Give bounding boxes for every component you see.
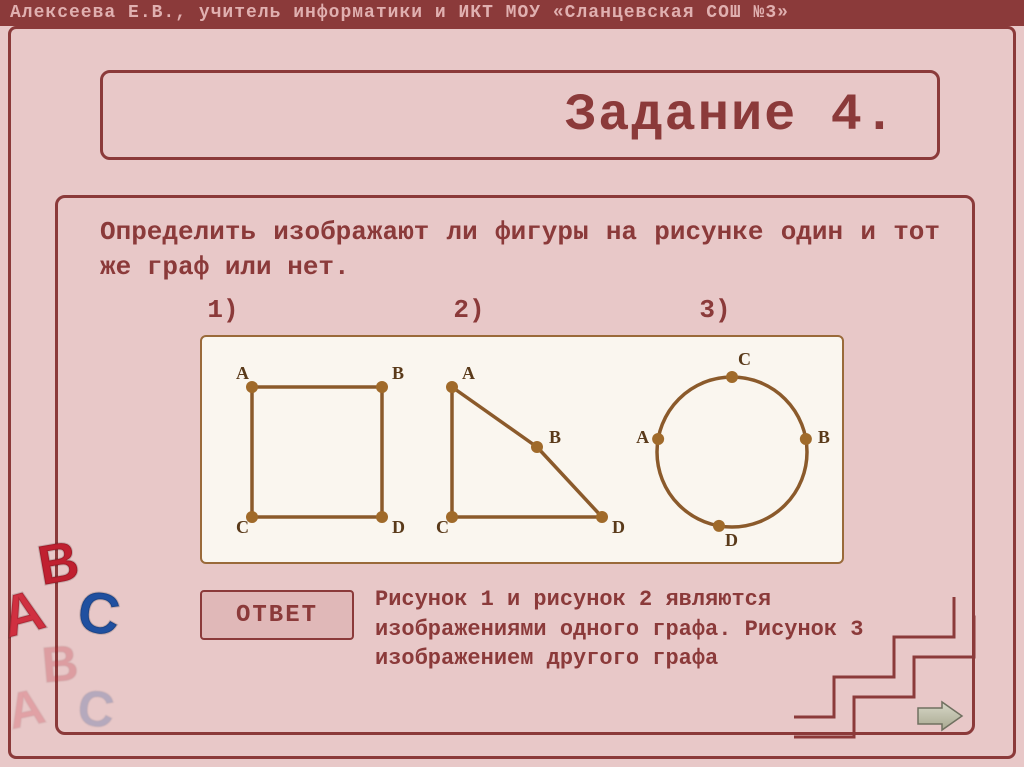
- svg-text:D: D: [725, 530, 738, 550]
- figure-label-3: 3): [592, 295, 838, 325]
- steps-decoration: [794, 597, 994, 747]
- svg-text:A: A: [462, 363, 475, 383]
- svg-text:B: B: [818, 427, 830, 447]
- svg-text:D: D: [612, 517, 625, 537]
- svg-text:C: C: [738, 349, 751, 369]
- next-arrow-button[interactable]: [916, 700, 964, 732]
- figure-label-2: 2): [346, 295, 592, 325]
- task-title: Задание 4.: [565, 86, 897, 145]
- answer-button[interactable]: ОТВЕТ: [200, 590, 354, 640]
- svg-text:B: B: [549, 427, 561, 447]
- svg-text:A: A: [636, 427, 649, 447]
- svg-text:C: C: [436, 517, 449, 537]
- answer-button-label: ОТВЕТ: [236, 602, 318, 629]
- figure-label-1: 1): [100, 295, 346, 325]
- figure-labels-row: 1) 2) 3): [100, 295, 840, 325]
- graph-diagram: A B C D A B C D C B D A: [200, 335, 844, 564]
- header-bar: Алексеева Е.В., учитель информатики и ИК…: [0, 0, 1024, 26]
- header-text: Алексеева Е.В., учитель информатики и ИК…: [10, 3, 789, 23]
- svg-text:B: B: [392, 363, 404, 383]
- svg-text:C: C: [236, 517, 249, 537]
- title-card: Задание 4.: [100, 70, 940, 160]
- svg-text:D: D: [392, 517, 405, 537]
- question-text: Определить изображают ли фигуры на рисун…: [100, 215, 940, 285]
- svg-text:A: A: [236, 363, 249, 383]
